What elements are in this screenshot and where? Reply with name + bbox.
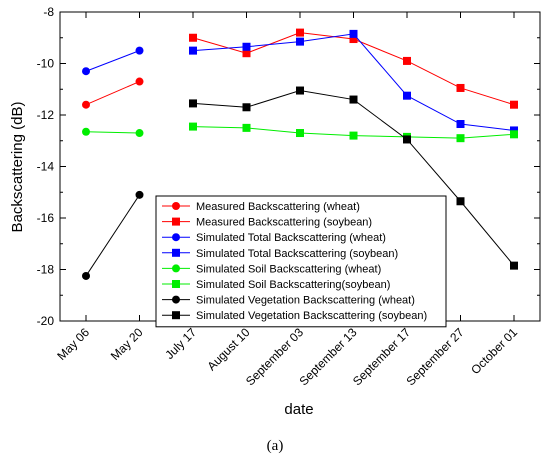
y-tick-label: -20 [37, 314, 55, 328]
x-tick-label: August 10 [205, 325, 253, 373]
x-tick-label: September 27 [403, 325, 466, 388]
data-point [510, 261, 518, 270]
y-tick-label: -10 [37, 57, 55, 71]
legend-marker [172, 264, 180, 273]
legend-marker [172, 217, 180, 226]
data-point [349, 131, 358, 140]
legend-label: Simulated Vegetation Backscattering (soy… [196, 310, 427, 322]
data-point [189, 99, 197, 108]
data-point [82, 127, 90, 136]
y-tick-label: -18 [37, 263, 55, 277]
data-point [296, 129, 304, 138]
data-point [403, 135, 411, 144]
x-tick-label: May 20 [108, 325, 146, 363]
series-wheat-0 [82, 77, 144, 109]
data-point [135, 77, 144, 86]
legend-label: Simulated Soil Backscattering(soybean) [196, 279, 390, 291]
legend-label: Simulated Vegetation Backscattering (whe… [196, 295, 415, 307]
legend-marker [172, 248, 180, 257]
legend-marker [172, 295, 180, 304]
data-point [510, 130, 518, 139]
legend-marker [172, 280, 180, 288]
data-point [349, 95, 358, 104]
series-wheat-6 [82, 190, 144, 280]
series-line [85, 50, 140, 72]
legend: Measured Backscattering (wheat) Measured … [155, 195, 447, 328]
data-point [189, 122, 197, 131]
series-wheat-4 [82, 127, 144, 138]
data-point [456, 120, 465, 129]
legend-label: Measured Backscattering (wheat) [196, 201, 360, 213]
y-tick-label: -8 [43, 5, 54, 19]
data-point [189, 46, 197, 55]
series-line [192, 32, 515, 106]
legend-label: Simulated Total Backscattering (wheat) [196, 232, 386, 244]
data-point [242, 103, 251, 112]
y-tick-label: -14 [37, 160, 55, 174]
data-point [135, 190, 144, 199]
x-axis-title: date [284, 401, 313, 418]
series-soybean-7 [189, 86, 518, 270]
data-point [403, 91, 411, 100]
data-point [296, 37, 304, 46]
y-axis-title: Backscattering (dB) [9, 102, 26, 233]
legend-label: Simulated Total Backscattering (soybean) [196, 248, 398, 260]
legend-box [155, 195, 447, 328]
y-tick-label: -16 [37, 211, 55, 225]
data-point [82, 271, 90, 280]
data-point [349, 29, 358, 38]
data-point [82, 100, 90, 109]
data-point [456, 197, 465, 206]
data-point [242, 42, 251, 51]
y-tick-label: -12 [37, 108, 55, 122]
legend-marker [172, 202, 180, 210]
data-point [456, 83, 465, 92]
data-point [82, 67, 90, 76]
x-tick-label: May 06 [54, 325, 92, 363]
x-tick-label: October 01 [468, 325, 520, 377]
series-line [85, 81, 140, 106]
data-point [242, 49, 251, 58]
data-point [510, 100, 518, 109]
figure-caption: (a) [266, 438, 284, 454]
series-soybean-3 [189, 29, 518, 135]
series-soybean-5 [189, 122, 518, 143]
series-line [192, 33, 515, 131]
x-tick-label: July 17 [162, 325, 199, 362]
data-point [296, 28, 304, 37]
legend-label: Measured Backscattering (soybean) [196, 217, 372, 229]
data-point [456, 134, 465, 143]
data-point [403, 56, 411, 65]
legend-marker [172, 311, 180, 320]
data-point [135, 129, 144, 138]
series-layer [82, 28, 518, 280]
series-line [85, 194, 140, 277]
data-point [349, 35, 358, 44]
legend-marker [172, 233, 180, 242]
data-point [296, 86, 304, 95]
series-line [85, 131, 140, 134]
series-soybean-1 [189, 28, 518, 109]
data-point [189, 33, 197, 42]
data-point [135, 46, 144, 55]
legend-label: Simulated Soil Backscattering (wheat) [196, 263, 381, 275]
series-wheat-2 [82, 46, 144, 76]
data-point [242, 123, 251, 132]
